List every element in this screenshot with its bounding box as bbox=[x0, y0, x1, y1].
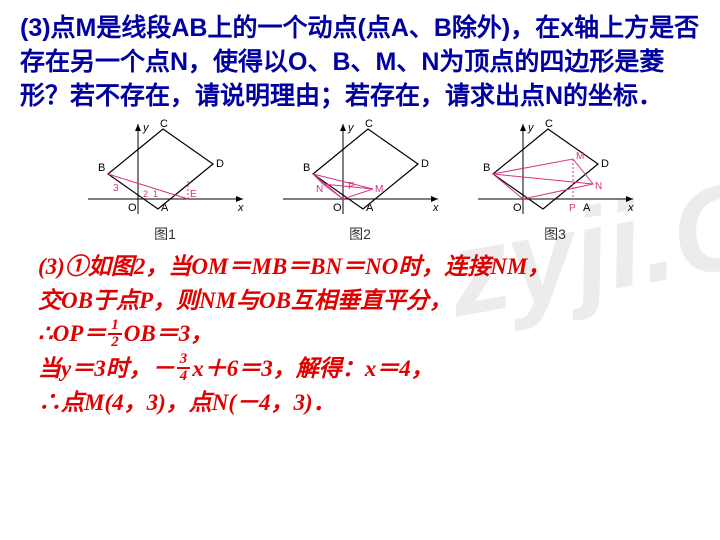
svg-text:O: O bbox=[333, 202, 342, 214]
figure-3: B C D O A x y M N P 图3 bbox=[473, 119, 638, 244]
figure-3-label: 图3 bbox=[473, 224, 638, 244]
answer-line-4: 当y＝3时，－34x＋6＝3，解得：x＝4， bbox=[38, 352, 700, 387]
svg-text:B: B bbox=[98, 162, 105, 174]
figures-row: B C D O A x y 3 2 1 E 图1 bbox=[20, 119, 700, 244]
answer-line-4-suffix: x＋6＝3，解得：x＝4， bbox=[192, 356, 434, 381]
answer-line-3-prefix: ∴OP＝ bbox=[38, 321, 106, 346]
svg-text:N: N bbox=[316, 184, 323, 195]
frac-den: 4 bbox=[177, 369, 190, 384]
figure-1-label: 图1 bbox=[83, 224, 248, 244]
figure-1: B C D O A x y 3 2 1 E 图1 bbox=[83, 119, 248, 244]
svg-text:y: y bbox=[527, 122, 535, 134]
svg-text:O: O bbox=[513, 202, 522, 214]
svg-text:A: A bbox=[583, 202, 591, 214]
svg-text:2: 2 bbox=[143, 189, 148, 199]
svg-text:3: 3 bbox=[113, 183, 119, 194]
svg-text:1: 1 bbox=[153, 189, 158, 199]
figure-2: B C D O A x y N P M 图2 bbox=[278, 119, 443, 244]
svg-text:C: C bbox=[545, 119, 553, 130]
answer-line-2: 交OB于点P，则NM与OB互相垂直平分， bbox=[38, 284, 700, 317]
svg-text:B: B bbox=[303, 162, 310, 174]
svg-text:C: C bbox=[160, 119, 168, 130]
svg-text:A: A bbox=[161, 202, 169, 214]
svg-text:E: E bbox=[190, 189, 197, 200]
fraction-half: 12 bbox=[108, 318, 121, 350]
svg-text:M: M bbox=[375, 184, 383, 195]
svg-text:A: A bbox=[366, 202, 374, 214]
svg-text:D: D bbox=[421, 158, 429, 170]
svg-text:O: O bbox=[128, 202, 137, 214]
svg-text:y: y bbox=[142, 122, 150, 134]
svg-text:D: D bbox=[601, 158, 609, 170]
answer-line-3: ∴OP＝12OB＝3， bbox=[38, 317, 700, 352]
figure-2-label: 图2 bbox=[278, 224, 443, 244]
answer-line-3-suffix: OB＝3， bbox=[124, 321, 213, 346]
svg-text:M: M bbox=[576, 151, 584, 162]
answer-block: (3)①如图2，当OM＝MB＝BN＝NO时，连接NM， 交OB于点P，则NM与O… bbox=[20, 250, 700, 419]
fraction-3-4: 34 bbox=[177, 352, 190, 384]
svg-text:x: x bbox=[627, 202, 634, 214]
frac-num: 1 bbox=[108, 318, 121, 335]
slide-content: (3)点M是线段AB上的一个动点(点A、B除外)，在x轴上方是否存在另一个点N，… bbox=[0, 0, 720, 430]
svg-text:y: y bbox=[347, 122, 355, 134]
svg-text:B: B bbox=[483, 162, 490, 174]
svg-text:P: P bbox=[348, 181, 355, 192]
svg-text:x: x bbox=[237, 202, 244, 214]
svg-text:D: D bbox=[216, 158, 224, 170]
svg-text:x: x bbox=[432, 202, 439, 214]
svg-text:C: C bbox=[365, 119, 373, 130]
frac-num: 3 bbox=[177, 352, 190, 369]
svg-text:N: N bbox=[595, 181, 602, 192]
answer-line-1: (3)①如图2，当OM＝MB＝BN＝NO时，连接NM， bbox=[38, 250, 700, 283]
answer-line-5: ∴点M(4，3)，点N(－4，3)． bbox=[38, 386, 700, 419]
problem-statement: (3)点M是线段AB上的一个动点(点A、B除外)，在x轴上方是否存在另一个点N，… bbox=[20, 12, 700, 113]
frac-den: 2 bbox=[108, 335, 121, 350]
svg-text:P: P bbox=[569, 203, 576, 214]
answer-line-4-prefix: 当y＝3时，－ bbox=[38, 356, 175, 381]
